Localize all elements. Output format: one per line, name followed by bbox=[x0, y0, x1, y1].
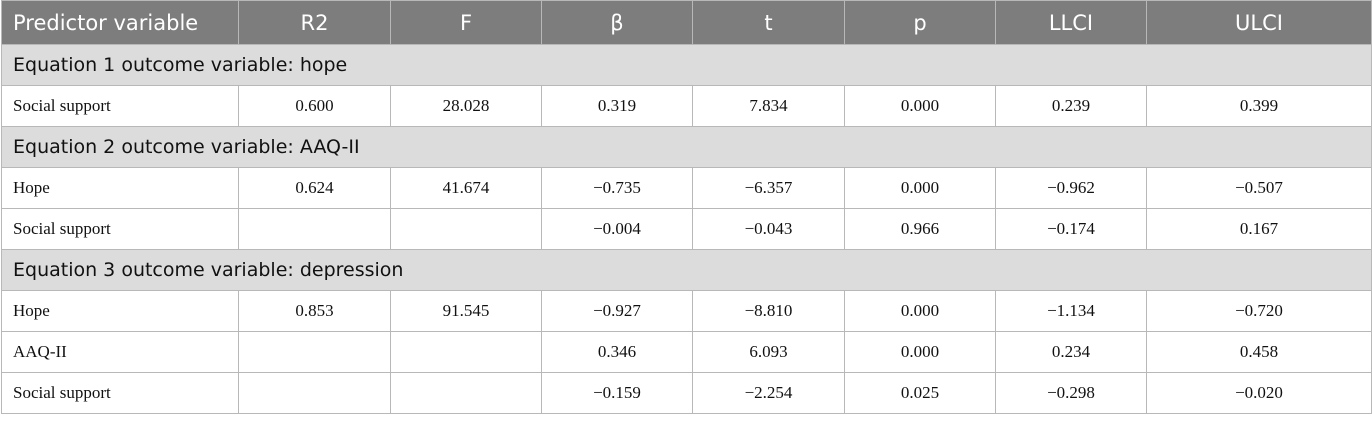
t-cell: −8.810 bbox=[692, 290, 845, 332]
beta-cell: −0.159 bbox=[541, 372, 693, 414]
r2-cell bbox=[238, 331, 391, 373]
col-header-predictor: Predictor variable bbox=[1, 0, 239, 45]
section-title: Equation 1 outcome variable: hope bbox=[1, 44, 1372, 86]
beta-cell: −0.004 bbox=[541, 208, 693, 250]
ulci-cell: 0.458 bbox=[1146, 331, 1372, 373]
f-cell bbox=[390, 208, 542, 250]
t-cell: 6.093 bbox=[692, 331, 845, 373]
p-cell: 0.025 bbox=[844, 372, 996, 414]
t-cell: −2.254 bbox=[692, 372, 845, 414]
t-cell: −6.357 bbox=[692, 167, 845, 209]
llci-cell: −0.174 bbox=[995, 208, 1147, 250]
f-cell: 28.028 bbox=[390, 85, 542, 127]
p-cell: 0.000 bbox=[844, 167, 996, 209]
section-title: Equation 2 outcome variable: AAQ-II bbox=[1, 126, 1372, 168]
section-row-equation-1: Equation 1 outcome variable: hope bbox=[1, 44, 1372, 86]
ulci-cell: 0.167 bbox=[1146, 208, 1372, 250]
p-cell: 0.000 bbox=[844, 85, 996, 127]
llci-cell: −0.962 bbox=[995, 167, 1147, 209]
llci-cell: −1.134 bbox=[995, 290, 1147, 332]
col-header-llci: LLCI bbox=[995, 0, 1147, 45]
r2-cell bbox=[238, 372, 391, 414]
section-row-equation-2: Equation 2 outcome variable: AAQ-II bbox=[1, 126, 1372, 168]
col-header-beta: β bbox=[541, 0, 693, 45]
predictor-cell: Hope bbox=[1, 290, 239, 332]
llci-cell: 0.234 bbox=[995, 331, 1147, 373]
table-row: Social support −0.004 −0.043 0.966 −0.17… bbox=[1, 208, 1372, 250]
llci-cell: −0.298 bbox=[995, 372, 1147, 414]
section-row-equation-3: Equation 3 outcome variable: depression bbox=[1, 249, 1372, 291]
f-cell: 91.545 bbox=[390, 290, 542, 332]
col-header-r2: R2 bbox=[238, 0, 391, 45]
r2-cell bbox=[238, 208, 391, 250]
p-cell: 0.000 bbox=[844, 331, 996, 373]
beta-cell: −0.927 bbox=[541, 290, 693, 332]
r2-cell: 0.853 bbox=[238, 290, 391, 332]
t-cell: 7.834 bbox=[692, 85, 845, 127]
col-header-f: F bbox=[390, 0, 542, 45]
header-row: Predictor variable R2 F β t p LLCI ULCI bbox=[1, 0, 1372, 45]
col-header-p: p bbox=[844, 0, 996, 45]
predictor-cell: Social support bbox=[1, 208, 239, 250]
col-header-t: t bbox=[692, 0, 845, 45]
beta-cell: 0.319 bbox=[541, 85, 693, 127]
predictor-cell: Social support bbox=[1, 85, 239, 127]
ulci-cell: −0.507 bbox=[1146, 167, 1372, 209]
table-row: Social support −0.159 −2.254 0.025 −0.29… bbox=[1, 372, 1372, 414]
ulci-cell: −0.020 bbox=[1146, 372, 1372, 414]
table-row: AAQ-II 0.346 6.093 0.000 0.234 0.458 bbox=[1, 331, 1372, 373]
table-row: Hope 0.853 91.545 −0.927 −8.810 0.000 −1… bbox=[1, 290, 1372, 332]
table-row: Hope 0.624 41.674 −0.735 −6.357 0.000 −0… bbox=[1, 167, 1372, 209]
col-header-ulci: ULCI bbox=[1146, 0, 1372, 45]
r2-cell: 0.624 bbox=[238, 167, 391, 209]
p-cell: 0.966 bbox=[844, 208, 996, 250]
ulci-cell: 0.399 bbox=[1146, 85, 1372, 127]
f-cell bbox=[390, 331, 542, 373]
predictor-cell: AAQ-II bbox=[1, 331, 239, 373]
ulci-cell: −0.720 bbox=[1146, 290, 1372, 332]
t-cell: −0.043 bbox=[692, 208, 845, 250]
section-title: Equation 3 outcome variable: depression bbox=[1, 249, 1372, 291]
regression-table: Predictor variable R2 F β t p LLCI ULCI … bbox=[1, 0, 1372, 414]
predictor-cell: Hope bbox=[1, 167, 239, 209]
f-cell bbox=[390, 372, 542, 414]
llci-cell: 0.239 bbox=[995, 85, 1147, 127]
r2-cell: 0.600 bbox=[238, 85, 391, 127]
f-cell: 41.674 bbox=[390, 167, 542, 209]
beta-cell: 0.346 bbox=[541, 331, 693, 373]
table-row: Social support 0.600 28.028 0.319 7.834 … bbox=[1, 85, 1372, 127]
predictor-cell: Social support bbox=[1, 372, 239, 414]
p-cell: 0.000 bbox=[844, 290, 996, 332]
beta-cell: −0.735 bbox=[541, 167, 693, 209]
